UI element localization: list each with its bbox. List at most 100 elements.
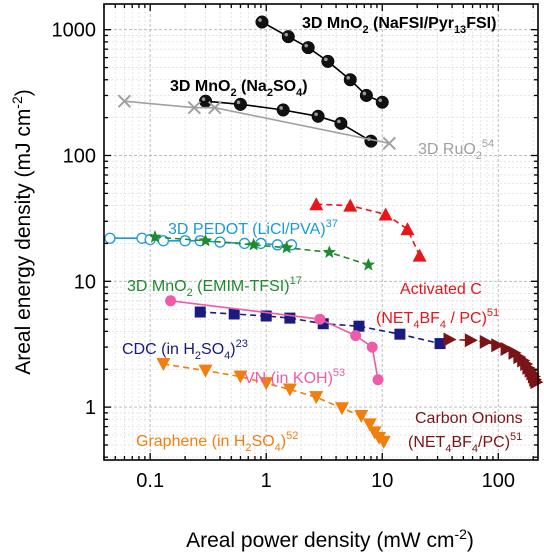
annotation-part: (NET: [408, 434, 446, 451]
series-1: [198, 94, 378, 148]
annotation-part: 4: [275, 442, 281, 454]
data-point: [309, 197, 324, 211]
annotation-part: 4: [224, 350, 230, 362]
data-point-shine: [201, 97, 206, 102]
data-point: [321, 54, 335, 68]
data-point: [255, 15, 269, 29]
data-point: [165, 295, 177, 307]
series-line: [124, 100, 390, 145]
series-layer: [104, 15, 544, 449]
annotation-part: 2: [195, 350, 201, 362]
data-point-shine: [378, 98, 383, 103]
annotation-part: 51: [510, 431, 522, 443]
data-point: [412, 248, 427, 262]
series-6: [194, 306, 446, 350]
data-point-shine: [304, 43, 308, 48]
annotation-label: Activated C: [400, 281, 482, 298]
data-point: [198, 94, 213, 108]
data-point: [378, 207, 393, 221]
annotation-label: 3D MnO2 (EMIM-TFSI)17: [127, 275, 302, 299]
annotation-label: 3D PEDOT (LiCl/PVA)37: [168, 218, 338, 238]
annotation-label: 3D RuO254: [418, 138, 494, 162]
annotation-part: 4: [440, 319, 446, 331]
annotation-part: 2: [267, 87, 273, 99]
annotation-part: VN (in KOH): [244, 370, 333, 387]
data-point: [366, 341, 378, 353]
data-point: [282, 383, 297, 397]
y-tick-label: 1: [85, 397, 96, 419]
annotation-part: 3D MnO: [127, 278, 187, 295]
data-point: [198, 364, 213, 378]
grid: [103, 4, 538, 460]
annotation-part: 54: [482, 138, 494, 150]
annotation-part: SO: [273, 78, 296, 95]
x-tick-label: 1: [261, 470, 272, 492]
data-point: [317, 318, 329, 330]
annotation-part: 23: [236, 338, 248, 350]
annotation-label: Graphene (in H2SO4)52: [136, 430, 298, 454]
data-point: [353, 320, 365, 332]
data-point-shine: [346, 75, 351, 80]
annotation-label: 3D MnO2 (NaFSI/Pyr13FSI): [302, 15, 496, 36]
data-point: [284, 312, 296, 324]
data-point-shine: [362, 91, 367, 96]
annotation-part: (Na: [237, 78, 267, 95]
annotation-part: 3D PEDOT (LiCl/PVA): [168, 221, 326, 238]
data-point: [375, 95, 389, 109]
annotation-part: (NET: [376, 310, 414, 327]
annotation-part: SO: [201, 341, 224, 358]
x-axis-title: Areal power density (mW cm-2): [186, 526, 474, 552]
series-8: [156, 358, 391, 449]
data-point: [228, 308, 240, 320]
annotation-part: 13: [454, 24, 466, 36]
data-point-shine: [279, 106, 283, 110]
data-point: [156, 358, 171, 372]
series-7: [165, 295, 384, 386]
annotation-label: Carbon Onions: [415, 410, 523, 427]
x-tick-label: 0.1: [136, 470, 164, 492]
annotation-part: 51: [487, 307, 499, 319]
annotation-part: 3D MnO: [170, 78, 230, 95]
series-line: [154, 236, 369, 266]
series-5: [309, 197, 427, 262]
data-point: [280, 240, 294, 254]
annotation-part: SO: [252, 433, 275, 450]
data-point-shine: [324, 57, 328, 62]
data-point: [343, 198, 358, 212]
annotation-part: 4: [472, 443, 478, 455]
data-point: [259, 377, 274, 391]
data-point: [271, 239, 284, 251]
data-point: [479, 334, 493, 349]
annotation-part: Graphene (in H: [136, 433, 245, 450]
data-point: [372, 374, 384, 386]
data-point: [314, 313, 326, 325]
data-point-shine: [314, 112, 318, 117]
data-point: [376, 435, 391, 449]
data-point: [260, 310, 272, 322]
data-point: [361, 257, 376, 271]
data-point-shine: [284, 32, 289, 37]
y-tick-label: 10: [74, 271, 96, 293]
data-point: [334, 116, 348, 130]
y-tick-label: 100: [63, 145, 96, 167]
data-point: [309, 391, 324, 405]
data-point: [354, 410, 369, 424]
y-tick-label: 1000: [52, 20, 97, 42]
annotation-part: CDC (in H: [122, 341, 195, 358]
annotation-part: FSI): [466, 15, 496, 32]
annotation-label: CDC (in H2SO4)23: [122, 338, 248, 362]
annotation-part: /PC): [478, 434, 510, 451]
data-point-shine: [258, 18, 262, 22]
data-point: [434, 338, 446, 350]
annotation-part: (NaFSI/Pyr: [369, 15, 454, 32]
data-point: [322, 245, 336, 258]
annotation-part: 2: [476, 150, 482, 162]
data-point: [394, 328, 406, 340]
annotation-part: 3D RuO: [418, 141, 476, 158]
annotation-part: 4: [413, 319, 419, 331]
data-point: [179, 235, 191, 247]
series-2: [117, 94, 396, 151]
data-point: [198, 233, 213, 247]
data-point: [208, 100, 222, 115]
